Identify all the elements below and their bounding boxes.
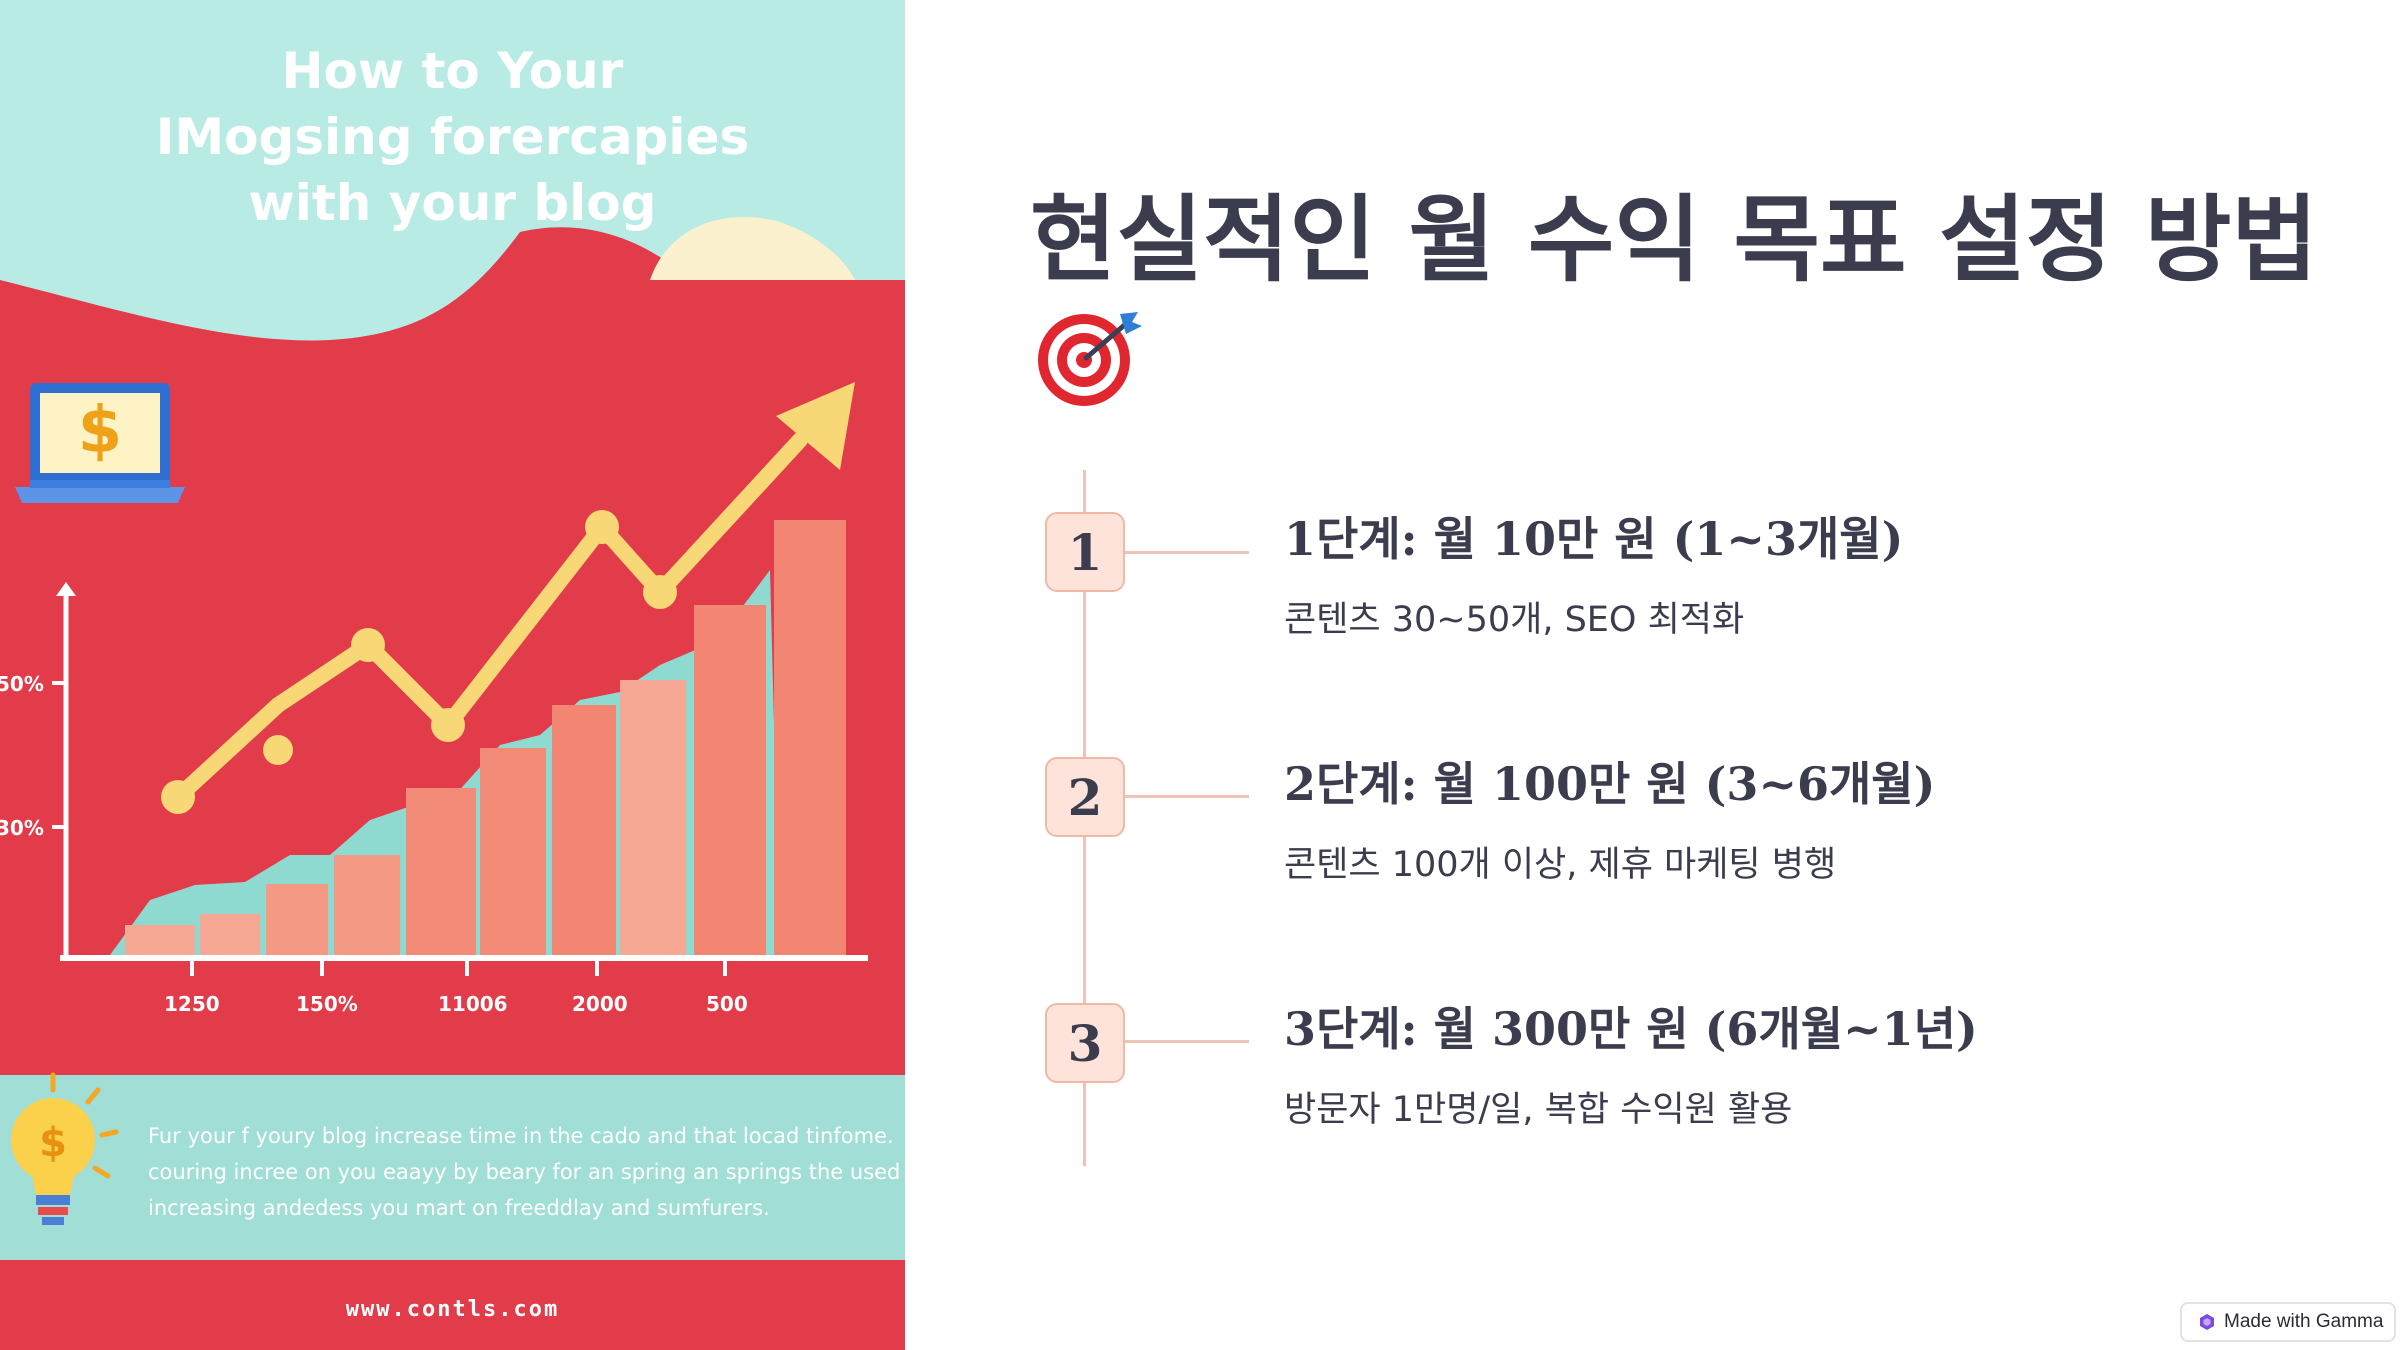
- step-number-box: 1: [1045, 512, 1125, 592]
- x-tick-label: 11006: [438, 992, 508, 1016]
- x-tick-label: 500: [706, 992, 748, 1016]
- x-tick-label: 2000: [572, 992, 628, 1016]
- bar-series: [125, 520, 846, 958]
- target-icon: [1038, 312, 1142, 406]
- step-title: 3단계: 월 300만 원 (6개월~1년): [1284, 1002, 1978, 1056]
- step-number-box: 3: [1045, 1003, 1125, 1083]
- infographic-title-line: How to Your: [281, 42, 624, 100]
- infographic-artwork: $: [0, 0, 905, 1260]
- step-connector: [1125, 795, 1249, 798]
- step-connector: [1125, 551, 1249, 554]
- dollar-sign: $: [78, 394, 123, 468]
- slide-title: 현실적인 월 수익 목표 설정 방법: [1030, 186, 2318, 295]
- infographic-title: How to Your IMogsing forercapies with yo…: [0, 38, 905, 236]
- svg-text:$: $: [39, 1120, 67, 1166]
- blog-infographic-image: $: [0, 0, 905, 1350]
- lightbulb-icon: $: [11, 1072, 119, 1225]
- y-tick-label: 50%: [0, 672, 44, 696]
- x-tick-label: 150%: [296, 992, 358, 1016]
- step-number: 3: [1067, 1013, 1103, 1073]
- gamma-logo-icon: [2200, 1314, 2214, 1330]
- step-number-box: 2: [1045, 757, 1125, 837]
- infographic-title-line: IMogsing forercapies: [155, 108, 750, 166]
- step-title: 1단계: 월 10만 원 (1~3개월): [1284, 512, 1904, 566]
- infographic-body-text: Fur your f youry blog increase time in t…: [148, 1118, 900, 1226]
- step-number: 1: [1067, 522, 1103, 582]
- infographic-body-line: couring incree on you eaayy by beary for…: [148, 1160, 900, 1184]
- step-description: 콘텐츠 100개 이상, 제휴 마케팅 병행: [1284, 845, 1837, 885]
- badge-label: Made with Gamma: [2224, 1311, 2384, 1332]
- trend-arrow-head: [776, 382, 855, 470]
- step-description: 콘텐츠 30~50개, SEO 최적화: [1284, 600, 1745, 640]
- laptop-icon: $: [15, 383, 185, 503]
- step-number: 2: [1067, 767, 1103, 827]
- sun-shape: [650, 216, 855, 280]
- infographic-body-line: increasing andedess you mart on freeddla…: [148, 1196, 770, 1220]
- step-description: 방문자 1만명/일, 복합 수익원 활용: [1284, 1090, 1793, 1130]
- infographic-title-line: with your blog: [248, 174, 657, 232]
- y-tick-label: 30%: [0, 816, 44, 840]
- infographic-url: www.contls.com: [345, 1297, 560, 1322]
- infographic-body-line: Fur your f youry blog increase time in t…: [148, 1124, 894, 1148]
- step-connector: [1125, 1040, 1249, 1043]
- made-with-gamma-badge[interactable]: Made with Gamma: [2180, 1302, 2396, 1342]
- step-title: 2단계: 월 100만 원 (3~6개월): [1284, 757, 1936, 811]
- x-tick-label: 1250: [164, 992, 220, 1016]
- bottom-mint-band: [0, 1075, 905, 1260]
